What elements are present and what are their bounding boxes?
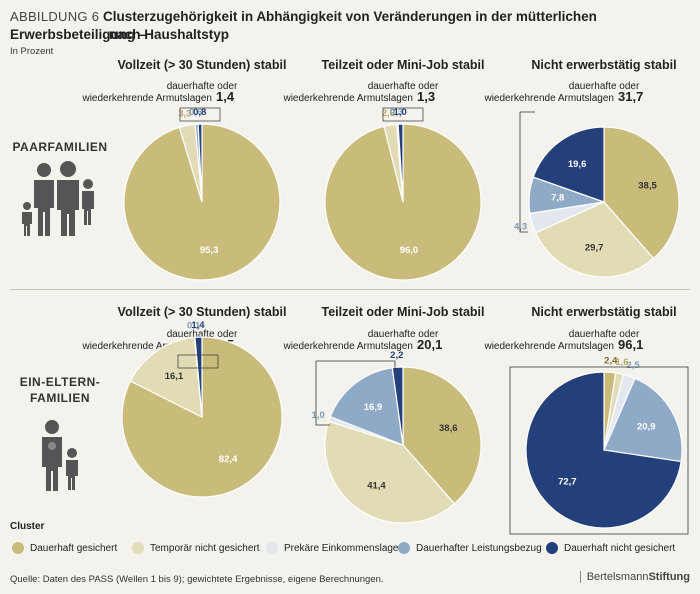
pie-slice — [532, 126, 605, 203]
legend-item-temporaer: Temporär nicht gesichert — [132, 542, 260, 554]
poverty-label: wiederkehrende Armutslagen — [483, 93, 614, 104]
legend-swatch — [12, 542, 24, 554]
chart-title: Vollzeit (> 30 Stunden) stabil — [118, 305, 287, 319]
slice-label: 1,4 — [191, 320, 205, 331]
slice-label: 38,5 — [638, 181, 657, 192]
legend-item-prekaer: Prekäre Einkommenslage — [266, 542, 399, 554]
small-value-box — [382, 107, 424, 122]
pie-slice — [603, 126, 680, 260]
slice-label: 38,6 — [439, 423, 458, 434]
slice-label: 2,2 — [390, 350, 403, 361]
small-value-box — [179, 107, 221, 122]
pie-slice — [129, 336, 203, 419]
slice-label: 16,9 — [364, 402, 383, 413]
brand-logo: BertelsmannStiftung — [579, 571, 690, 583]
poverty-label: dauerhafte oder — [167, 329, 238, 340]
source-note: Quelle: Daten des PASS (Wellen 1 bis 9);… — [10, 574, 384, 585]
legend-swatch — [546, 542, 558, 554]
highlight-frame — [519, 111, 535, 233]
pie-slice — [194, 336, 203, 418]
chart-title: Vollzeit (> 30 Stunden) stabil — [118, 58, 287, 72]
slice-label: 20,9 — [637, 422, 656, 433]
poverty-label: wiederkehrende Armutslagen — [81, 341, 212, 352]
poverty-label: dauerhafte oder — [569, 329, 640, 340]
couple-family-icon — [22, 161, 94, 236]
pie-slice — [402, 366, 482, 505]
pie-slice — [391, 366, 404, 446]
pie-slice — [197, 123, 203, 203]
poverty-label: dauerhafte oder — [569, 81, 640, 92]
slice-label: 1,0 — [394, 107, 407, 118]
chart-title: Teilzeit oder Mini-Job stabil — [322, 305, 485, 319]
poverty-label: dauerhafte oder — [368, 81, 439, 92]
figure-number: ABBILDUNG 6 — [10, 9, 100, 24]
slice-label: 82,4 — [219, 454, 238, 465]
pie-slice — [329, 367, 404, 446]
row-divider — [10, 289, 690, 290]
slice-label: 0,6 — [189, 107, 202, 118]
single-parent-icon — [42, 420, 78, 491]
legend-swatch — [132, 542, 144, 554]
figure-title: ABBILDUNG 6 Clusterzugehörigkeit in Abhä… — [10, 8, 690, 44]
chart-title: Teilzeit oder Mini-Job stabil — [322, 58, 485, 72]
poverty-value: 1,3 — [417, 89, 435, 104]
pie-slice — [534, 201, 655, 278]
chart-title: Nicht erwerbstätig stabil — [531, 305, 676, 319]
pie-slice — [324, 420, 456, 524]
slice-label: 0,3 — [390, 107, 403, 118]
pie-chart-4: Teilzeit oder Mini-Job stabil dauerhafte … — [282, 305, 485, 524]
slice-label: 72,7 — [558, 477, 577, 488]
slice-label: 1,6 — [615, 357, 628, 368]
poverty-label: wiederkehrende Armutslagen — [282, 341, 413, 352]
page-title-continued: nach Haushaltstyp — [109, 27, 230, 42]
pie-chart-5: Nicht erwerbstätig stabil dauerhafte oder… — [483, 305, 683, 529]
poverty-value: 1,4 — [216, 89, 235, 104]
slice-label: 96,0 — [400, 245, 419, 256]
slice-label: 4,3 — [514, 222, 527, 233]
legend-item-leistungsbezug: Dauerhafter Leistungsbezug — [398, 542, 542, 554]
slice-label: 16,1 — [165, 371, 184, 382]
legend-item-dauerhaft-gesichert: Dauerhaft gesichert — [12, 542, 117, 554]
row-label-ein-eltern: EIN-ELTERN- FAMILIEN — [19, 375, 101, 405]
chart-title: Nicht erwerbstätig stabil — [531, 58, 676, 72]
pie-chart-2: Nicht erwerbstätig stabil dauerhafte oder… — [483, 58, 680, 278]
slice-label: 1,0 — [312, 410, 325, 421]
small-value-box — [177, 354, 219, 369]
slice-label: 2,6 — [382, 108, 395, 119]
slice-label: 2,4 — [604, 355, 618, 366]
highlight-frame — [509, 366, 689, 535]
slice-label: 0,8 — [193, 107, 206, 118]
poverty-label: wiederkehrende Armutslagen — [81, 93, 212, 104]
poverty-label: wiederkehrende Armutslagen — [483, 341, 614, 352]
pie-slice — [397, 123, 404, 203]
poverty-value: 31,7 — [618, 89, 643, 104]
slice-label: 95,3 — [200, 245, 219, 256]
pie-chart-1: Teilzeit oder Mini-Job stabil dauerhafte … — [282, 58, 485, 281]
highlight-frame — [315, 360, 396, 426]
slice-label: 2,5 — [627, 360, 641, 371]
poverty-value: 20,1 — [417, 337, 442, 352]
slice-label: 3,3 — [178, 109, 191, 120]
pie-slice — [525, 371, 682, 529]
legend-swatch — [266, 542, 278, 554]
poverty-label: wiederkehrende Armutslagen — [282, 93, 413, 104]
page-title: Clusterzugehörigkeit in Abhängigkeit von… — [10, 9, 597, 42]
slice-label: 41,4 — [367, 480, 386, 491]
poverty-value: 96,1 — [618, 337, 643, 352]
pie-chart-0: Vollzeit (> 30 Stunden) stabil dauerhafte… — [81, 58, 287, 281]
row-label-paarfamilien: PAARFAMILIEN — [12, 140, 108, 154]
slice-label: 19,6 — [568, 159, 587, 170]
poverty-label: dauerhafte oder — [167, 81, 238, 92]
unit-label: In Prozent — [10, 46, 54, 57]
legend-item-nicht-gesichert: Dauerhaft nicht gesichert — [546, 542, 675, 554]
slice-label: 29,7 — [585, 242, 604, 253]
slice-label: 0,1 — [187, 320, 201, 331]
legend-swatch — [398, 542, 410, 554]
legend-title: Cluster — [10, 521, 45, 532]
pie-chart-3: Vollzeit (> 30 Stunden) stabil dauerhafte… — [81, 305, 287, 498]
poverty-label: dauerhafte oder — [368, 329, 439, 340]
pie-slice — [603, 377, 683, 463]
slice-label: 7,8 — [551, 193, 564, 204]
